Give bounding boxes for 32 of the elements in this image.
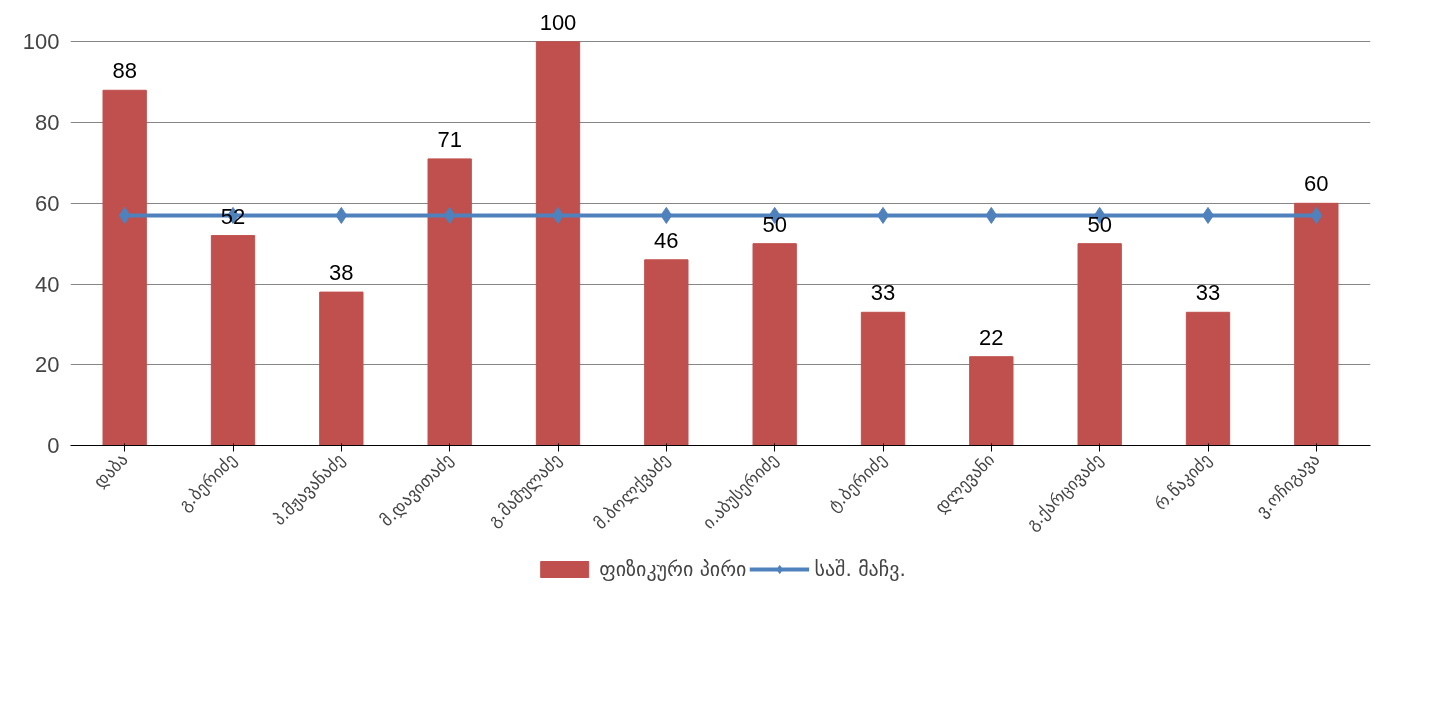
data-label: 46 xyxy=(654,227,679,253)
bar xyxy=(752,243,797,446)
bar xyxy=(969,356,1014,446)
y-tick-label: 40 xyxy=(35,271,60,297)
data-label: 60 xyxy=(1304,171,1329,197)
bar xyxy=(535,41,581,446)
bar xyxy=(860,311,906,446)
bar xyxy=(1185,311,1231,446)
y-tick-label: 20 xyxy=(35,352,60,378)
data-label: 52 xyxy=(220,203,246,229)
data-label: 50 xyxy=(762,211,787,237)
y-tick-label: 80 xyxy=(35,110,60,136)
data-label: 38 xyxy=(329,260,354,286)
legend-label: საშ. მაჩვ. xyxy=(814,557,906,581)
y-tick-label: 100 xyxy=(22,29,60,55)
data-label: 33 xyxy=(1195,280,1221,306)
data-label: 100 xyxy=(539,9,577,35)
bar xyxy=(1294,202,1339,446)
bar xyxy=(644,259,689,446)
data-label: 50 xyxy=(1087,211,1112,237)
bar xyxy=(427,158,472,446)
bar xyxy=(210,235,256,446)
data-label: 22 xyxy=(979,324,1004,350)
legend-label: ფიზიკური პირი xyxy=(599,557,747,581)
y-tick-label: 0 xyxy=(47,433,60,458)
bar xyxy=(1077,243,1122,446)
data-label: 71 xyxy=(437,126,462,152)
y-tick-label: 60 xyxy=(35,190,60,216)
data-label: 88 xyxy=(112,58,137,84)
data-label: 33 xyxy=(870,280,896,306)
bar xyxy=(319,291,364,446)
bar xyxy=(102,89,147,446)
